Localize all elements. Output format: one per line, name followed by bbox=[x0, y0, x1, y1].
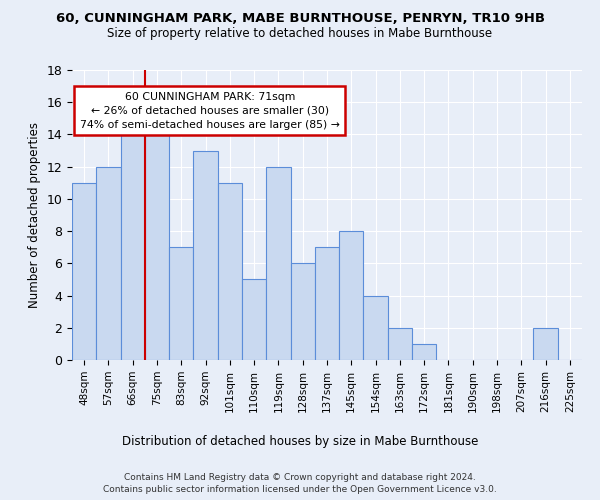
Bar bbox=[218, 183, 242, 360]
Bar bbox=[96, 166, 121, 360]
Text: Contains public sector information licensed under the Open Government Licence v3: Contains public sector information licen… bbox=[103, 485, 497, 494]
Bar bbox=[339, 231, 364, 360]
Bar bbox=[72, 183, 96, 360]
Bar bbox=[364, 296, 388, 360]
Bar bbox=[242, 280, 266, 360]
Bar bbox=[169, 247, 193, 360]
Text: 60, CUNNINGHAM PARK, MABE BURNTHOUSE, PENRYN, TR10 9HB: 60, CUNNINGHAM PARK, MABE BURNTHOUSE, PE… bbox=[56, 12, 545, 26]
Bar bbox=[193, 150, 218, 360]
Bar bbox=[388, 328, 412, 360]
Bar bbox=[533, 328, 558, 360]
Bar bbox=[266, 166, 290, 360]
Bar bbox=[121, 118, 145, 360]
Text: 60 CUNNINGHAM PARK: 71sqm
← 26% of detached houses are smaller (30)
74% of semi-: 60 CUNNINGHAM PARK: 71sqm ← 26% of detac… bbox=[80, 92, 340, 130]
Bar bbox=[315, 247, 339, 360]
Bar bbox=[145, 118, 169, 360]
Text: Distribution of detached houses by size in Mabe Burnthouse: Distribution of detached houses by size … bbox=[122, 435, 478, 448]
Bar bbox=[412, 344, 436, 360]
Bar bbox=[290, 264, 315, 360]
Text: Size of property relative to detached houses in Mabe Burnthouse: Size of property relative to detached ho… bbox=[107, 28, 493, 40]
Text: Contains HM Land Registry data © Crown copyright and database right 2024.: Contains HM Land Registry data © Crown c… bbox=[124, 472, 476, 482]
Y-axis label: Number of detached properties: Number of detached properties bbox=[28, 122, 41, 308]
